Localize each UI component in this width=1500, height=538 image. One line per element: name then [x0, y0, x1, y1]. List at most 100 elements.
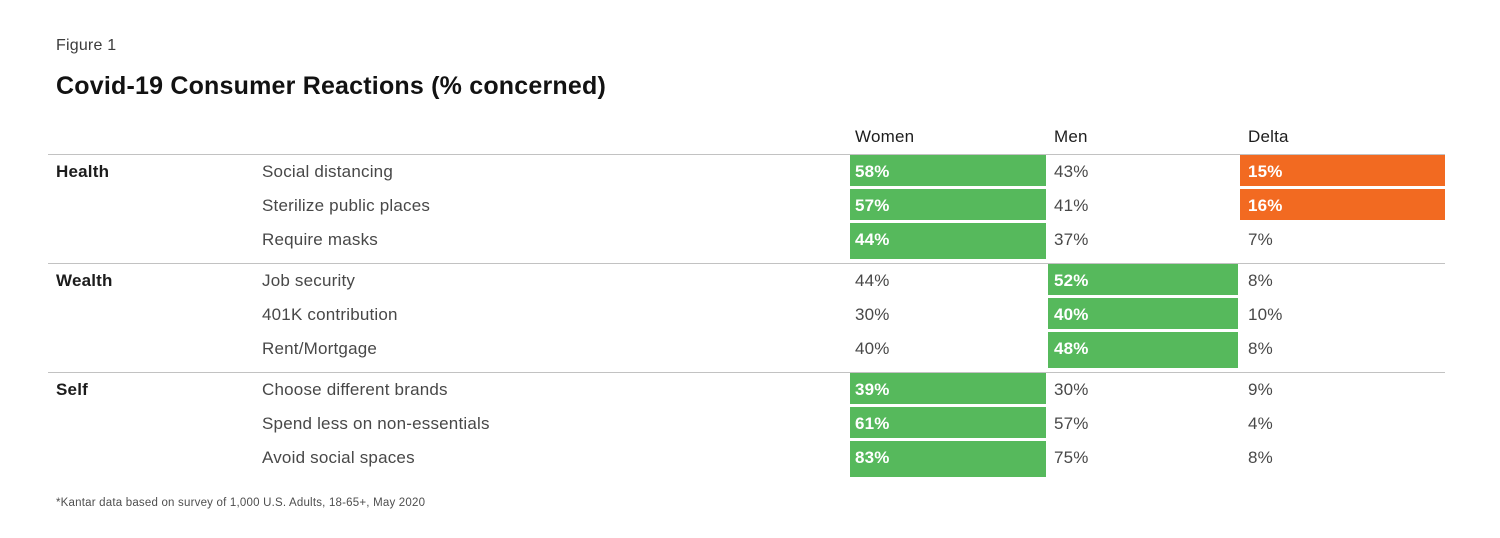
value-highlight-bar — [1048, 332, 1238, 368]
women-value: 44% — [855, 230, 890, 249]
women-cell: 44% — [850, 223, 1048, 263]
table-row: Self Choose different brands 39% 30% 9% — [48, 373, 1445, 407]
value-highlight-bar — [1048, 298, 1238, 329]
value-highlight-bar — [850, 407, 1046, 438]
men-value: 30% — [1054, 380, 1089, 399]
women-value: 57% — [855, 196, 890, 215]
delta-value: 8% — [1248, 271, 1273, 290]
delta-highlight-bar — [1240, 155, 1445, 186]
men-value: 57% — [1054, 414, 1089, 433]
women-value: 40% — [855, 339, 890, 358]
item-label: 401K contribution — [262, 305, 398, 324]
delta-cell: 8% — [1240, 441, 1445, 481]
category-label: Wealth — [56, 271, 113, 290]
value-highlight-bar — [850, 155, 1046, 186]
delta-value: 8% — [1248, 448, 1273, 467]
men-cell: 48% — [1048, 332, 1240, 372]
category-label: Self — [56, 380, 88, 399]
column-header-men: Men — [1054, 127, 1088, 146]
women-cell: 83% — [850, 441, 1048, 481]
item-cell: Require masks — [262, 223, 850, 263]
women-value: 44% — [855, 271, 890, 290]
table-row: Avoid social spaces 83% 75% 8% — [48, 441, 1445, 481]
men-cell: 43% — [1048, 155, 1240, 189]
table-row: Wealth Job security 44% 52% 8% — [48, 264, 1445, 298]
item-cell: 401K contribution — [262, 298, 850, 332]
men-cell: 37% — [1048, 223, 1240, 263]
header-item-spacer — [262, 120, 850, 154]
table-group-self: Self Choose different brands 39% 30% 9% Spend… — [48, 373, 1445, 481]
category-cell — [48, 189, 262, 223]
delta-cell: 4% — [1240, 407, 1445, 441]
table-row: Rent/Mortgage 40% 48% 8% — [48, 332, 1445, 372]
men-cell: 75% — [1048, 441, 1240, 481]
table-header-row: Women Men Delta — [48, 120, 1445, 155]
figure-label: Figure 1 — [56, 37, 117, 54]
table-group-health: Health Social distancing 58% 43% 15% Steriliz… — [48, 155, 1445, 264]
table-row: Require masks 44% 37% 7% — [48, 223, 1445, 263]
delta-value: 4% — [1248, 414, 1273, 433]
item-cell: Job security — [262, 264, 850, 298]
item-label: Require masks — [262, 230, 378, 249]
delta-value: 10% — [1248, 305, 1283, 324]
delta-cell: 16% — [1240, 189, 1445, 223]
category-cell — [48, 441, 262, 481]
column-header-women: Women — [855, 127, 915, 146]
table-row: 401K contribution 30% 40% 10% — [48, 298, 1445, 332]
table-row: Health Social distancing 58% 43% 15% — [48, 155, 1445, 189]
women-value: 61% — [855, 414, 890, 433]
table-row: Sterilize public places 57% 41% 16% — [48, 189, 1445, 223]
category-cell: Self — [48, 373, 262, 407]
men-value: 37% — [1054, 230, 1089, 249]
category-label: Health — [56, 162, 110, 181]
delta-cell: 15% — [1240, 155, 1445, 189]
report-figure: Figure 1 Covid-19 Consumer Reactions (% … — [48, 37, 1445, 509]
table-group-wealth: Wealth Job security 44% 52% 8% 401K contribut… — [48, 264, 1445, 373]
item-label: Rent/Mortgage — [262, 339, 378, 358]
footnote: *Kantar data based on survey of 1,000 U.… — [56, 497, 426, 509]
women-cell: 30% — [850, 298, 1048, 332]
women-cell: 44% — [850, 264, 1048, 298]
delta-cell: 10% — [1240, 298, 1445, 332]
men-value: 40% — [1054, 305, 1089, 324]
table-row: Spend less on non-essentials 61% 57% 4% — [48, 407, 1445, 441]
item-label: Avoid social spaces — [262, 448, 415, 467]
item-label: Job security — [262, 271, 356, 290]
women-cell: 61% — [850, 407, 1048, 441]
item-cell: Spend less on non-essentials — [262, 407, 850, 441]
delta-value: 15% — [1248, 162, 1283, 181]
men-cell: 30% — [1048, 373, 1240, 407]
women-value: 83% — [855, 448, 890, 467]
value-highlight-bar — [1048, 264, 1238, 295]
item-label: Sterilize public places — [262, 196, 431, 215]
women-value: 58% — [855, 162, 890, 181]
item-cell: Choose different brands — [262, 373, 850, 407]
delta-value: 9% — [1248, 380, 1273, 399]
reactions-table: Women Men Delta Health Social distancing 5… — [48, 120, 1445, 481]
header-category-spacer — [48, 120, 262, 154]
delta-cell: 8% — [1240, 264, 1445, 298]
category-cell — [48, 298, 262, 332]
item-label: Social distancing — [262, 162, 393, 181]
delta-cell: 9% — [1240, 373, 1445, 407]
women-value: 39% — [855, 380, 890, 399]
women-cell: 39% — [850, 373, 1048, 407]
delta-highlight-bar — [1240, 189, 1445, 220]
item-cell: Avoid social spaces — [262, 441, 850, 481]
value-highlight-bar — [850, 189, 1046, 220]
item-cell: Social distancing — [262, 155, 850, 189]
category-cell — [48, 407, 262, 441]
men-cell: 40% — [1048, 298, 1240, 332]
women-cell: 58% — [850, 155, 1048, 189]
item-cell: Sterilize public places — [262, 189, 850, 223]
column-header-delta: Delta — [1248, 127, 1289, 146]
delta-cell: 7% — [1240, 223, 1445, 263]
men-value: 48% — [1054, 339, 1089, 358]
item-cell: Rent/Mortgage — [262, 332, 850, 372]
category-cell: Wealth — [48, 264, 262, 298]
category-cell — [48, 332, 262, 372]
men-value: 43% — [1054, 162, 1089, 181]
men-value: 52% — [1054, 271, 1089, 290]
women-value: 30% — [855, 305, 890, 324]
value-highlight-bar — [850, 441, 1046, 477]
